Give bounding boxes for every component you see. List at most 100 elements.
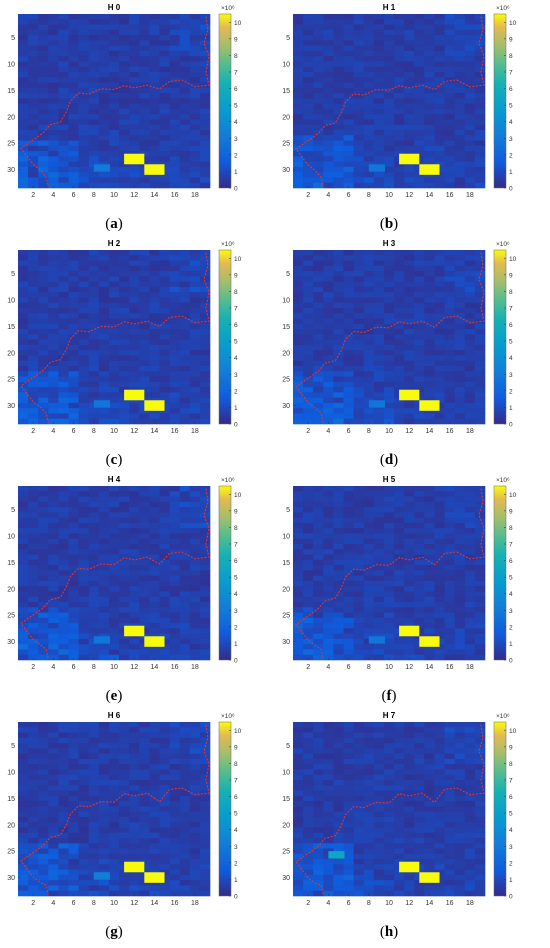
heatmap-cell [18, 40, 29, 46]
heatmap-cell [159, 172, 170, 178]
heatmap-cell [464, 334, 476, 340]
heatmap-cell [383, 151, 395, 157]
heatmap-cell [78, 135, 90, 141]
heatmap-cell [169, 727, 180, 733]
heatmap-cell [313, 172, 324, 178]
heatmap-cell [48, 108, 59, 115]
heatmap-cell [108, 140, 120, 147]
heatmap-cell [88, 644, 100, 650]
heatmap-cell [454, 255, 466, 261]
heatmap-cell [68, 156, 79, 162]
heatmap-cell [444, 98, 455, 104]
heatmap-cell [129, 281, 140, 288]
heatmap-cell [108, 114, 120, 120]
heatmap-cell [323, 255, 334, 261]
heatmap-cell [434, 82, 445, 89]
heatmap-cell [78, 323, 90, 330]
heatmap-cell [169, 570, 180, 576]
colorbar-tick-label: 1 [234, 641, 238, 648]
heatmap-cell [464, 501, 476, 508]
heatmap-cell [424, 292, 435, 298]
heatmap-cell [464, 182, 476, 189]
heatmap-cell [48, 880, 59, 886]
heatmap-cell [108, 35, 120, 41]
heatmap-cell [179, 554, 191, 561]
heatmap-cell [88, 654, 100, 661]
heatmap-hotspot [144, 400, 165, 411]
heatmap-cell [434, 633, 445, 640]
heatmap-cell [424, 35, 435, 41]
heatmap-cell [434, 591, 445, 598]
heatmap-cell [474, 538, 486, 545]
heatmap-cell [18, 255, 29, 261]
heatmap-cell [414, 570, 425, 576]
heatmap-cell [444, 302, 455, 309]
heatmap-cell [474, 124, 486, 131]
x-tick-label: 18 [191, 664, 199, 671]
heatmap-cell [189, 774, 201, 781]
heatmap-cell [474, 108, 486, 115]
heatmap-cell [48, 334, 59, 340]
heatmap-cell [394, 271, 405, 277]
heatmap-cell [424, 544, 435, 550]
heatmap-cell [58, 87, 69, 94]
heatmap-cell [108, 119, 120, 126]
heatmap-cell [108, 795, 120, 802]
heatmap-cell [394, 586, 405, 592]
heatmap-cell [383, 591, 395, 598]
heatmap-cell [159, 103, 170, 110]
heatmap-cell [48, 260, 59, 267]
heatmap-cell [444, 276, 455, 282]
heatmap-cell [28, 654, 39, 661]
heatmap-cell [363, 140, 375, 147]
heatmap-cell [454, 35, 466, 41]
heatmap-cell [108, 885, 120, 892]
heatmap-cell [78, 286, 90, 293]
heatmap-cell [199, 103, 211, 110]
heatmap-cell [199, 570, 211, 576]
heatmap-cell [353, 644, 365, 650]
heatmap-cell [343, 98, 354, 104]
heatmap-cell [78, 114, 90, 120]
heatmap-cell [139, 764, 150, 770]
heatmap-cell [313, 607, 324, 613]
heatmap-cell [58, 360, 69, 367]
heatmap-cell [78, 108, 90, 115]
heatmap-cell [333, 623, 344, 629]
heatmap-cell [353, 538, 365, 545]
heatmap-cell [343, 151, 354, 157]
heatmap-cell [454, 61, 466, 68]
heatmap-cell [179, 722, 191, 728]
heatmap-cell [108, 98, 120, 104]
heatmap-cell [373, 329, 385, 335]
heatmap-cell [149, 596, 160, 603]
heatmap-cell [199, 376, 211, 383]
y-tick-label: 10 [282, 298, 290, 305]
heatmap-cell [199, 250, 211, 256]
heatmap-cell [333, 748, 344, 754]
heatmap-cell [78, 260, 90, 267]
heatmap-cell [159, 140, 170, 147]
heatmap-cell [303, 649, 314, 656]
colorbar-tick-label: 3 [234, 608, 238, 615]
heatmap-cell [454, 103, 466, 110]
heatmap-cell [303, 612, 314, 619]
heatmap-cell [18, 418, 29, 425]
heatmap-cell [78, 255, 90, 261]
heatmap-cell [293, 56, 304, 62]
heatmap-cell [169, 265, 180, 272]
heatmap-cell [363, 61, 375, 68]
heatmap-cell [444, 166, 455, 173]
heatmap-cell [78, 392, 90, 398]
heatmap-cell [474, 580, 486, 587]
x-tick-label: 4 [326, 428, 330, 435]
heatmap-cell [189, 108, 201, 115]
heatmap-cell [129, 250, 140, 256]
heatmap-cell [404, 549, 415, 555]
heatmap-cell [149, 769, 160, 776]
y-tick-label: 15 [282, 560, 290, 567]
heatmap-cell [28, 182, 39, 189]
heatmap-cell [363, 344, 375, 351]
heatmap-cell [424, 308, 435, 314]
heatmap-cell [179, 103, 191, 110]
